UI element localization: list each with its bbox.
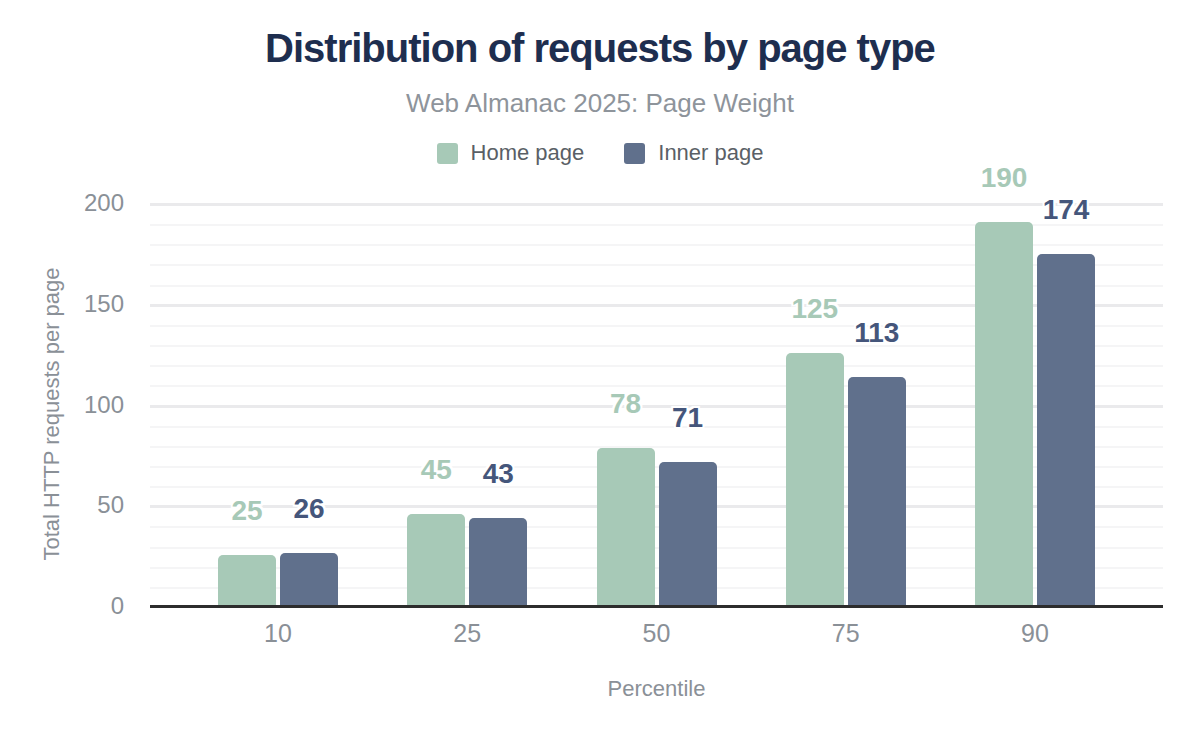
x-axis-title: Percentile — [150, 676, 1163, 702]
chart-title: Distribution of requests by page type — [0, 26, 1200, 71]
bar-home-page-p25[interactable] — [407, 514, 465, 605]
legend-label: Inner page — [658, 140, 763, 166]
y-tick-label: 50 — [97, 493, 124, 517]
legend-swatch-inner-page — [624, 143, 645, 164]
gridline-major — [150, 203, 1163, 206]
x-axis-line — [150, 605, 1163, 608]
bar-inner-page-p75[interactable] — [848, 377, 906, 605]
x-tick-label: 50 — [597, 619, 717, 648]
y-axis-ticks: 050100150200 — [0, 205, 137, 608]
bar-value-label: 174 — [1018, 196, 1114, 224]
y-tick-label: 0 — [111, 594, 124, 618]
bar-value-label: 113 — [829, 319, 925, 347]
legend-label: Home page — [471, 140, 585, 166]
bar-home-page-p90[interactable] — [975, 222, 1033, 605]
bar-inner-page-p10[interactable] — [280, 553, 338, 605]
bar-inner-page-p50[interactable] — [659, 462, 717, 605]
bar-value-label: 71 — [640, 404, 736, 432]
y-tick-label: 200 — [84, 191, 124, 215]
y-tick-label: 150 — [84, 292, 124, 316]
bar-home-page-p75[interactable] — [786, 353, 844, 605]
bar-inner-page-p25[interactable] — [469, 518, 527, 605]
bar-home-page-p10[interactable] — [218, 555, 276, 605]
x-tick-label: 90 — [975, 619, 1095, 648]
bar-inner-page-p90[interactable] — [1037, 254, 1095, 605]
legend-item-inner-page[interactable]: Inner page — [624, 140, 763, 166]
legend-swatch-home-page — [437, 143, 458, 164]
bar-value-label: 190 — [956, 164, 1052, 192]
bar-value-label: 43 — [450, 460, 546, 488]
chart-card: Distribution of requests by page type We… — [0, 0, 1200, 742]
x-tick-label: 25 — [407, 619, 527, 648]
x-tick-label: 75 — [786, 619, 906, 648]
bar-value-label: 26 — [261, 495, 357, 523]
x-tick-label: 10 — [218, 619, 338, 648]
bar-home-page-p50[interactable] — [597, 448, 655, 605]
chart-subtitle: Web Almanac 2025: Page Weight — [0, 88, 1200, 119]
y-tick-label: 100 — [84, 393, 124, 417]
plot-area: 252645437871125113190174 — [150, 205, 1163, 608]
legend-item-home-page[interactable]: Home page — [437, 140, 585, 166]
